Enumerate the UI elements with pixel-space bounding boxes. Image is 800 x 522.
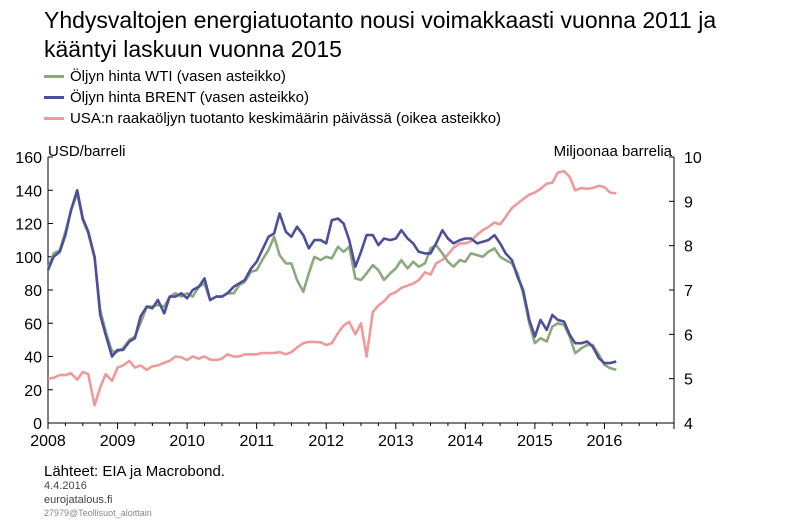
y-right-tick-label: 6	[684, 327, 693, 344]
series-line-brent	[46, 189, 617, 365]
y-right-tick-label: 5	[684, 372, 693, 389]
y-left-tick-label: 0	[33, 416, 42, 433]
x-tick-label: 2014	[448, 433, 484, 450]
y-right-tick-label: 4	[684, 416, 693, 433]
legend-item-wti: Öljyn hinta WTI (vasen asteikko)	[44, 66, 501, 87]
y-right-tick-label: 9	[684, 194, 693, 211]
y-right-tick-label: 8	[684, 239, 693, 256]
x-tick-label: 2009	[100, 433, 136, 450]
chart-title: Yhdysvaltojen energiatuotanto nousi voim…	[44, 7, 717, 62]
y-left-tick-label: 40	[24, 350, 42, 367]
x-tick-label: 2015	[517, 433, 553, 450]
y-left-tick-label: 140	[15, 183, 42, 200]
y-right-tick-label: 10	[684, 150, 702, 167]
right-axis-unit: Miljoonaa barrelia	[553, 143, 672, 160]
legend-swatch-brent	[44, 96, 64, 99]
plot-area: 0 20 40 60 80 100 120 140 160 4 5 6 7 8 9 10 2008 2009 201…	[15, 150, 702, 450]
site-name: eurojatalous.fi	[44, 494, 113, 506]
y-left-tick-label: 100	[15, 250, 42, 267]
x-tick-label: 2008	[30, 433, 66, 450]
source-note: Lähteet: EIA ja Macrobond.	[44, 463, 225, 480]
y-left-tick-label: 160	[15, 150, 42, 167]
legend-item-brent: Öljyn hinta BRENT (vasen asteikko)	[44, 87, 501, 108]
legend-label-production: USA:n raakaöljyn tuotanto keskimäärin pä…	[70, 110, 502, 127]
x-tick-label: 2010	[169, 433, 205, 450]
publish-date: 4.4.2016	[44, 480, 87, 492]
x-tick-label: 2016	[587, 433, 623, 450]
y-right-tick-label: 7	[684, 283, 693, 300]
legend: Öljyn hinta WTI (vasen asteikko) Öljyn h…	[44, 66, 501, 129]
x-tick-label: 2013	[378, 433, 414, 450]
chart-reference: 27979@Teollisuot_aloittain	[44, 508, 152, 518]
y-left-tick-label: 80	[24, 283, 42, 300]
y-left-tick-label: 120	[15, 217, 42, 234]
legend-item-production: USA:n raakaöljyn tuotanto keskimäärin pä…	[44, 108, 501, 129]
series-line-production	[47, 169, 617, 407]
y-left-tick-label: 20	[24, 383, 42, 400]
left-axis-unit: USD/barreli	[48, 143, 126, 160]
legend-label-brent: Öljyn hinta BRENT (vasen asteikko)	[70, 89, 309, 106]
x-tick-label: 2012	[308, 433, 344, 450]
legend-swatch-production	[44, 117, 64, 120]
y-left-tick-label: 60	[24, 316, 42, 333]
legend-label-wti: Öljyn hinta WTI (vasen asteikko)	[70, 68, 286, 85]
legend-swatch-wti	[44, 75, 64, 78]
x-tick-label: 2011	[239, 433, 274, 450]
